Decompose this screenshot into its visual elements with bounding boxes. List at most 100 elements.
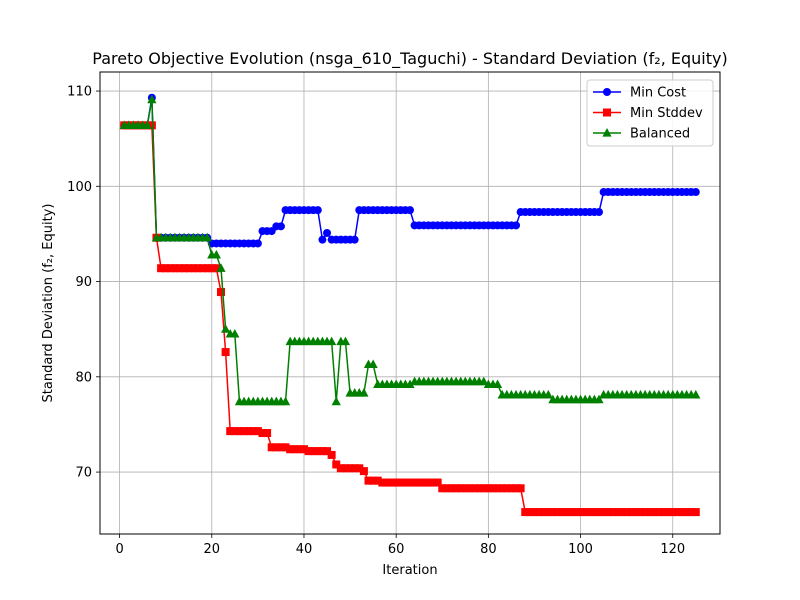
data-point-min-stddev <box>346 464 355 473</box>
data-point-balanced <box>340 336 351 346</box>
data-point-min-stddev <box>553 508 562 517</box>
plot-frame <box>99 71 721 535</box>
data-point-min-stddev <box>673 508 682 517</box>
data-point-min-stddev <box>525 508 534 517</box>
data-point-min-stddev <box>382 478 391 487</box>
x-tick-label: 100 <box>568 542 593 557</box>
data-point-min-stddev <box>198 264 207 273</box>
data-point-min-stddev <box>438 484 447 493</box>
legend-label-min-stddev: Min Stddev <box>630 106 703 121</box>
data-point-min-stddev <box>318 447 327 456</box>
data-point-min-stddev <box>189 264 198 273</box>
data-point-min-stddev <box>235 427 244 436</box>
data-point-min-stddev <box>465 484 474 493</box>
data-point-min-stddev <box>369 476 378 485</box>
data-point-min-stddev <box>544 508 553 517</box>
data-point-min-cost <box>691 188 700 197</box>
data-point-balanced <box>479 376 489 386</box>
data-point-min-stddev <box>535 508 544 517</box>
x-tick-label: 60 <box>388 542 405 557</box>
data-point-min-stddev <box>571 508 580 517</box>
data-point-min-stddev <box>447 484 456 493</box>
data-point-min-stddev <box>157 264 166 273</box>
data-point-balanced <box>221 324 231 333</box>
data-point-min-stddev <box>364 476 373 485</box>
y-axis-label: Standard Deviation (f₂, Equity) <box>41 204 56 403</box>
data-point-balanced <box>202 232 212 242</box>
data-point-min-stddev <box>350 464 359 473</box>
data-point-balanced <box>543 389 553 399</box>
data-point-min-stddev <box>664 508 673 517</box>
data-point-min-stddev <box>539 508 548 517</box>
data-point-min-cost <box>406 206 414 215</box>
x-tick-label: 0 <box>115 542 123 557</box>
legend-marker-min-stddev <box>603 108 611 117</box>
data-point-min-stddev <box>203 264 212 273</box>
data-point-min-stddev <box>682 508 691 517</box>
data-point-min-stddev <box>567 508 576 517</box>
data-point-min-stddev <box>406 478 414 487</box>
data-point-min-cost <box>253 239 262 248</box>
series-layer <box>119 93 701 517</box>
data-point-balanced <box>359 388 369 397</box>
data-point-min-stddev <box>286 445 295 454</box>
data-point-min-stddev <box>217 288 226 297</box>
data-point-min-stddev <box>475 484 484 493</box>
data-point-min-stddev <box>170 264 179 273</box>
data-point-min-stddev <box>599 508 608 517</box>
data-point-min-stddev <box>636 508 645 517</box>
data-point-min-stddev <box>659 508 668 517</box>
legend-box <box>586 79 714 147</box>
data-point-min-stddev <box>479 484 488 493</box>
y-tick-label: 90 <box>75 275 92 290</box>
data-point-min-stddev <box>180 264 189 273</box>
data-point-min-stddev <box>618 508 627 517</box>
data-point-min-stddev <box>622 508 631 517</box>
data-point-min-stddev <box>590 508 599 517</box>
data-point-min-cost <box>318 235 327 244</box>
data-point-min-stddev <box>290 445 299 454</box>
data-point-min-stddev <box>323 447 332 456</box>
data-point-min-stddev <box>221 348 230 357</box>
data-point-min-stddev <box>276 443 285 452</box>
data-point-min-stddev <box>359 467 368 476</box>
data-point-min-stddev <box>562 508 571 517</box>
data-point-min-stddev <box>175 264 184 273</box>
data-point-min-stddev <box>166 264 175 273</box>
data-point-min-stddev <box>594 508 603 517</box>
data-point-min-stddev <box>295 445 304 454</box>
data-point-min-stddev <box>309 447 318 456</box>
data-point-min-stddev <box>396 478 405 487</box>
data-point-min-stddev <box>654 508 663 517</box>
data-point-min-stddev <box>355 464 364 473</box>
data-point-balanced <box>594 394 604 404</box>
data-point-min-stddev <box>498 484 507 493</box>
data-point-balanced <box>230 328 240 338</box>
data-point-min-cost <box>323 228 332 237</box>
data-point-min-stddev <box>299 445 308 454</box>
data-point-min-stddev <box>484 484 493 493</box>
data-point-min-stddev <box>244 427 253 436</box>
data-point-min-stddev <box>161 264 170 273</box>
data-point-min-stddev <box>576 508 585 517</box>
legend-label-balanced: Balanced <box>630 127 690 142</box>
data-point-min-stddev <box>226 427 235 436</box>
data-point-min-stddev <box>415 478 424 487</box>
data-point-min-stddev <box>336 464 345 473</box>
data-point-balanced <box>405 379 415 389</box>
data-point-balanced <box>368 359 378 369</box>
data-point-min-cost <box>276 222 285 231</box>
data-point-balanced <box>142 120 152 129</box>
x-tick-label: 40 <box>296 542 313 557</box>
y-tick-label: 70 <box>75 466 92 481</box>
legend: Min Cost Min Stddev Balanced <box>586 79 714 147</box>
data-point-min-stddev <box>327 450 336 459</box>
data-point-min-stddev <box>452 484 461 493</box>
data-point-min-stddev <box>263 429 272 438</box>
y-tick-label: 80 <box>75 370 92 385</box>
data-point-balanced <box>216 263 226 272</box>
data-point-balanced <box>211 249 221 259</box>
data-point-min-cost <box>350 235 359 244</box>
data-point-min-stddev <box>401 478 410 487</box>
data-point-min-stddev <box>516 484 525 493</box>
